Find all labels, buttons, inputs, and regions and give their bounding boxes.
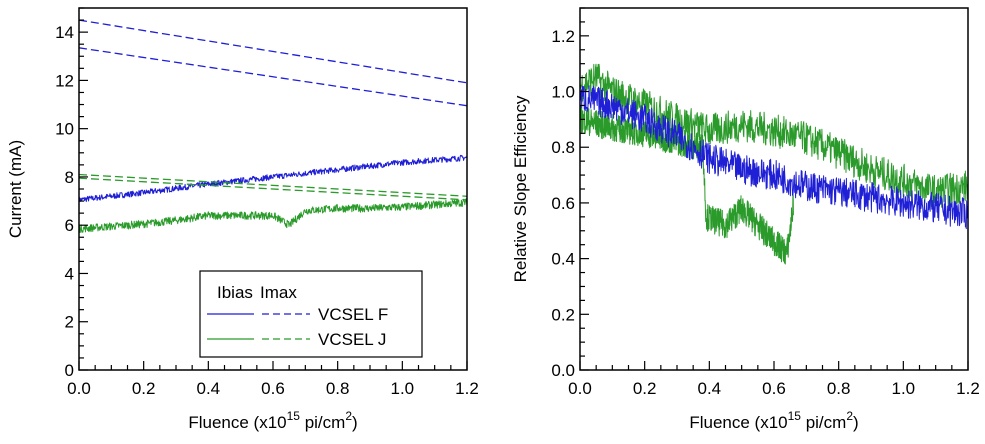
current-ytick-label: 2 [65,313,74,332]
current-series-vcsel-f-imax-2 [78,47,468,107]
current-series-vcsel-f-ibias-0 [78,154,468,203]
legend-label-vcsel-f: VCSEL F [318,305,388,324]
current-chart-legend: Ibias Imax VCSEL F VCSEL J [199,270,423,358]
slope-xtick-label: 0.6 [762,379,786,398]
current-chart: 0 2 4 6 8 10 12 14 0.0 0.2 0.4 0.6 0.8 1.0 1.2 Ibias … [6,7,479,432]
slope-xtick-label: 0.4 [698,379,722,398]
current-ytick-label: 4 [65,264,74,283]
slope-ytick-label: 0.4 [551,250,575,269]
current-chart-ylabel: Current (mA) [6,140,25,238]
current-chart-ticks [78,7,468,371]
slope-xtick-label: 0.0 [568,379,592,398]
legend-col-ibias: Ibias [217,283,253,302]
current-series-vcsel-j-ibias-3 [78,198,468,233]
current-ytick-label: 14 [55,23,74,42]
current-series-vcsel-f-imax-1 [78,19,468,84]
current-chart-xticklabels: 0.0 0.2 0.4 0.6 0.8 1.0 1.2 [67,379,479,398]
slope-ytick-label: 0.8 [551,138,575,157]
current-chart-series [78,19,468,233]
legend-col-imax: Imax [260,283,297,302]
current-chart-yticklabels: 0 2 4 6 8 10 12 14 [55,23,74,380]
slope-efficiency-ticks [579,7,969,371]
slope-efficiency-xlabel: Fluence (x1015 pi/cm2) [689,409,858,432]
current-ytick-label: 8 [65,168,74,187]
current-xtick-label: 0.2 [132,379,156,398]
slope-efficiency-chart: 0.0 0.2 0.4 0.6 0.8 1.0 1.2 0.0 0.2 0.4 0.6 0.8 1.0… [511,7,980,432]
slope-xtick-label: 1.0 [892,379,916,398]
current-xtick-label: 1.2 [455,379,479,398]
current-ytick-label: 12 [55,71,74,90]
slope-ytick-label: 1.0 [551,83,575,102]
legend-label-vcsel-j: VCSEL J [318,330,386,349]
slope-ytick-label: 1.2 [551,27,575,46]
current-xtick-label: 1.0 [391,379,415,398]
current-xtick-label: 0.0 [67,379,91,398]
current-ytick-label: 0 [65,361,74,380]
current-xtick-label: 0.8 [326,379,350,398]
current-xtick-label: 0.4 [197,379,221,398]
slope-series-vcsel-j-1 [579,105,794,265]
slope-efficiency-xticklabels: 0.0 0.2 0.4 0.6 0.8 1.0 1.2 [568,379,980,398]
slope-xtick-label: 1.2 [956,379,980,398]
slope-ytick-label: 0.0 [551,361,575,380]
slope-series-vcsel-f-2 [579,85,969,230]
current-series-vcsel-j-imax-5 [78,177,468,201]
current-chart-xlabel: Fluence (x1015 pi/cm2) [188,409,357,432]
slope-xtick-label: 0.2 [633,379,657,398]
slope-efficiency-ylabel: Relative Slope Efficiency [511,95,530,282]
slope-xtick-label: 0.8 [827,379,851,398]
current-xtick-label: 0.6 [261,379,285,398]
slope-ytick-label: 0.6 [551,194,575,213]
current-series-vcsel-j-imax-4 [78,173,468,197]
current-ytick-label: 6 [65,216,74,235]
slope-ytick-label: 0.2 [551,305,575,324]
slope-efficiency-series [579,63,969,265]
current-ytick-label: 10 [55,120,74,139]
slope-efficiency-yticklabels: 0.0 0.2 0.4 0.6 0.8 1.0 1.2 [551,27,575,380]
